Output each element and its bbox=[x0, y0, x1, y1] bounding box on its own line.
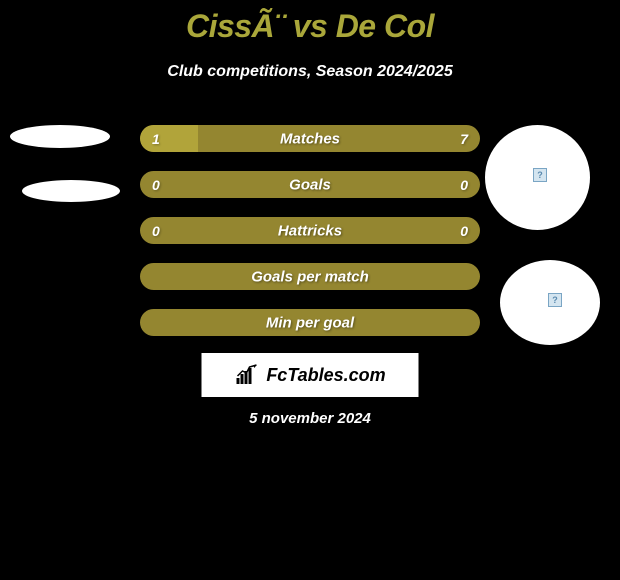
right-player-avatar-2: ? bbox=[500, 260, 600, 345]
left-player-shape-1 bbox=[10, 125, 110, 148]
chart-icon bbox=[234, 364, 260, 386]
stat-row-matches: 1 Matches 7 bbox=[140, 125, 480, 152]
stat-label: Goals bbox=[289, 176, 331, 193]
right-player-avatar-1: ? bbox=[485, 125, 590, 230]
stat-row-goals-per-match: Goals per match bbox=[140, 263, 480, 290]
stat-left-value: 1 bbox=[152, 131, 160, 147]
stat-bar-left bbox=[140, 125, 198, 152]
stats-container: 1 Matches 7 0 Goals 0 0 Hattricks 0 Goal… bbox=[140, 125, 480, 355]
stat-label: Goals per match bbox=[251, 268, 369, 285]
stat-right-value: 7 bbox=[460, 131, 468, 147]
stat-left-value: 0 bbox=[152, 177, 160, 193]
page-title: CissÃ¨ vs De Col bbox=[0, 0, 620, 45]
stat-label: Matches bbox=[280, 130, 340, 147]
placeholder-icon: ? bbox=[533, 168, 547, 182]
stat-right-value: 0 bbox=[460, 223, 468, 239]
left-player-shape-2 bbox=[22, 180, 120, 202]
stat-row-goals: 0 Goals 0 bbox=[140, 171, 480, 198]
page-subtitle: Club competitions, Season 2024/2025 bbox=[0, 63, 620, 81]
date-label: 5 november 2024 bbox=[249, 410, 371, 427]
stat-label: Min per goal bbox=[266, 314, 354, 331]
stat-label: Hattricks bbox=[278, 222, 342, 239]
stat-right-value: 0 bbox=[460, 177, 468, 193]
branding-text: FcTables.com bbox=[266, 365, 385, 386]
stat-row-hattricks: 0 Hattricks 0 bbox=[140, 217, 480, 244]
stat-left-value: 0 bbox=[152, 223, 160, 239]
placeholder-icon: ? bbox=[548, 293, 562, 307]
branding-box: FcTables.com bbox=[202, 353, 419, 397]
stat-row-min-per-goal: Min per goal bbox=[140, 309, 480, 336]
